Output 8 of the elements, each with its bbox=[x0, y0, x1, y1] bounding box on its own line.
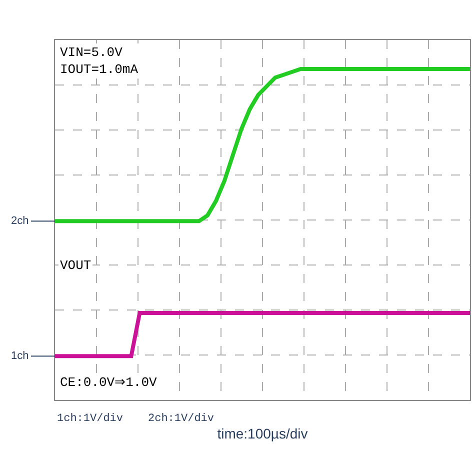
series-label: CE:0.0V⇒1.0V bbox=[60, 375, 158, 390]
text: 2ch:1V/div bbox=[148, 413, 214, 425]
annotation: VIN=5.0V IOUT=1.0mA bbox=[60, 45, 138, 77]
text: VOUT bbox=[60, 258, 92, 273]
x-axis-title: time:100µs/div bbox=[217, 425, 308, 442]
text: 1ch bbox=[11, 350, 29, 362]
text: 1ch:1V/div bbox=[57, 413, 124, 425]
text: 2ch bbox=[11, 215, 29, 227]
